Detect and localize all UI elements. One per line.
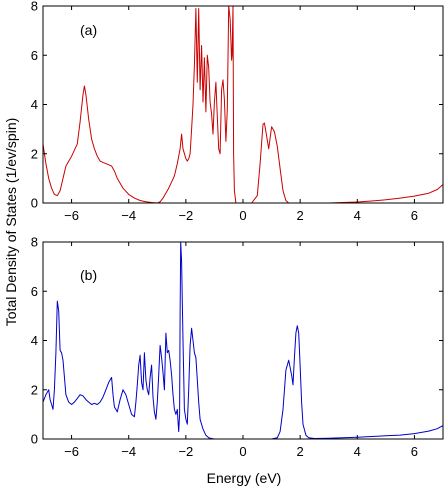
panel-a-y-tick-label: 8 xyxy=(31,0,38,14)
panel-a-axes-frame xyxy=(42,5,444,204)
panel-b-tag: (b) xyxy=(80,267,97,283)
panel-b-dos-plot: −6 −4 −2 0 2 4 6 0 2 4 6 8 (b) xyxy=(31,235,444,459)
panel-a-x-tick-label: −6 xyxy=(64,208,79,223)
panel-a-x-tick-label: −2 xyxy=(178,208,193,223)
panel-b-x-tick-label: 0 xyxy=(239,444,246,459)
panel-a-x-tick-label: −4 xyxy=(121,208,136,223)
panel-b-y-tick-label: 0 xyxy=(31,432,38,447)
panel-b-y-tick-label: 4 xyxy=(31,333,38,348)
panel-a-x-tick-label: 0 xyxy=(239,208,246,223)
panel-b-x-tick-label: 4 xyxy=(354,444,361,459)
panel-b-y-tick-label: 8 xyxy=(31,235,38,250)
panel-b-x-tick-label: 2 xyxy=(297,444,304,459)
panel-b-x-tick-label: −2 xyxy=(178,444,193,459)
panel-a-dos-plot: −6 −4 −2 0 2 4 6 0 2 4 6 8 (a) xyxy=(31,0,444,223)
panel-b-y-tick-label: 2 xyxy=(31,382,38,397)
panel-a-x-tick-label: 4 xyxy=(354,208,361,223)
panel-b-dos-line xyxy=(43,242,443,439)
panel-a-y-tick-label: 6 xyxy=(31,48,38,63)
panel-b-x-tick-label: −4 xyxy=(121,444,136,459)
panel-b-x-tick-label: −6 xyxy=(64,444,79,459)
panel-b-y-tick-label: 6 xyxy=(31,284,38,299)
panel-b-x-tick-label: 6 xyxy=(411,444,418,459)
panel-b-axes-frame xyxy=(42,241,444,440)
panel-a-y-tick-label: 2 xyxy=(31,146,38,161)
y-axis-label: Total Density of States (1/ev/spin) xyxy=(3,118,19,327)
panel-a-tag: (a) xyxy=(80,22,97,38)
panel-a-x-tick-label: 6 xyxy=(411,208,418,223)
panel-a-y-tick-label: 4 xyxy=(31,97,38,112)
x-axis-label: Energy (eV) xyxy=(207,470,282,486)
panel-a-x-tick-label: 2 xyxy=(297,208,304,223)
panel-a-dos-line xyxy=(43,6,443,203)
panel-a-y-tick-label: 0 xyxy=(31,196,38,211)
